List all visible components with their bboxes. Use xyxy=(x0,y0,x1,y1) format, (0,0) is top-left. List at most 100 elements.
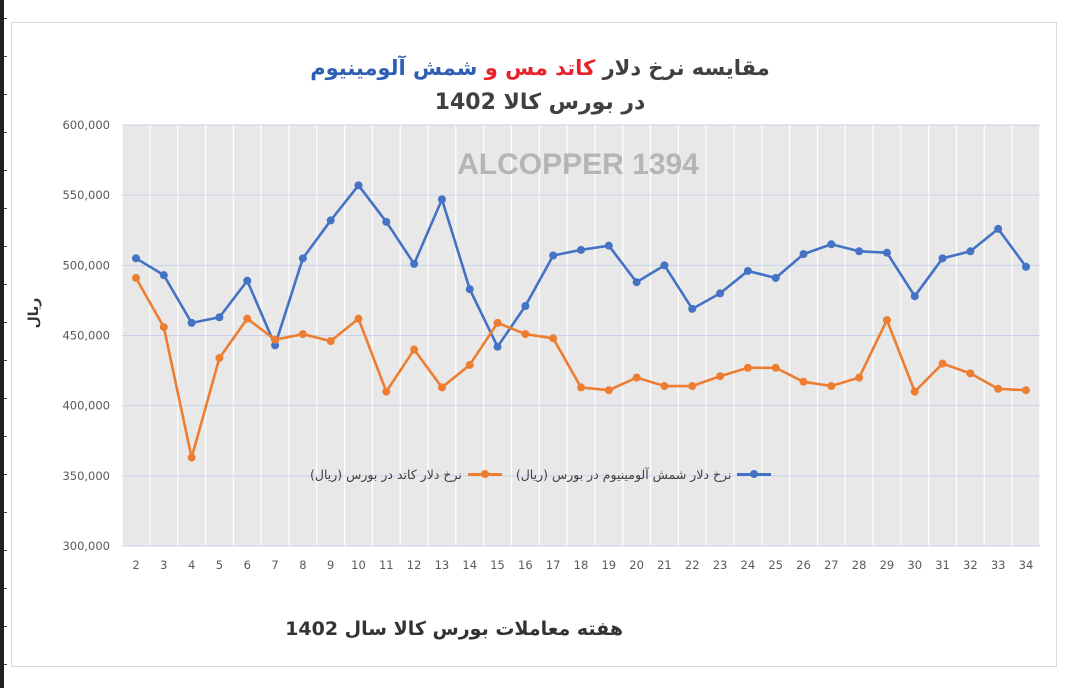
copper-point xyxy=(577,383,585,392)
copper-point xyxy=(493,318,502,327)
x-tick-label: 31 xyxy=(935,558,950,572)
aluminum-point xyxy=(994,224,1003,233)
aluminum-point xyxy=(549,251,558,260)
copper-point xyxy=(855,373,864,382)
y-axis-ticks: 300,000 350,000 400,000 450,000 500,000 550,0… xyxy=(62,118,110,553)
copper-point xyxy=(159,323,168,332)
legend-swatch-aluminum xyxy=(737,469,772,479)
copper-point xyxy=(743,363,752,372)
x-axis-title: هفته معاملات بورس کالا سال 1402 xyxy=(285,618,623,640)
copper-point xyxy=(298,330,307,339)
copper-point xyxy=(771,363,780,372)
copper-point xyxy=(326,337,335,346)
copper-point xyxy=(882,316,891,325)
x-tick-label: 33 xyxy=(991,558,1006,572)
x-tick-label: 17 xyxy=(546,558,561,572)
legend-label-aluminum: نرخ دلار شمش آلومینیوم در بورس (ریال) xyxy=(515,466,732,482)
copper-point xyxy=(604,386,613,395)
copper-point xyxy=(132,273,140,282)
aluminum-point xyxy=(716,289,725,298)
copper-point xyxy=(410,345,419,354)
aluminum-point xyxy=(855,247,864,256)
aluminum-point xyxy=(132,254,140,263)
copper-point xyxy=(827,382,836,391)
x-tick-label: 16 xyxy=(518,558,533,572)
legend-entry-copper: نرخ دلار کاتد در بورس (ریال) xyxy=(310,467,502,482)
x-tick-label: 5 xyxy=(216,558,223,572)
x-tick-label: 29 xyxy=(880,558,895,572)
x-tick-label: 8 xyxy=(299,558,306,572)
title-prefix: مقایسه نرخ دلار xyxy=(602,56,770,80)
aluminum-point xyxy=(604,241,613,250)
title-copper: کاتد مس xyxy=(505,56,596,80)
aluminum-point xyxy=(410,259,419,268)
x-tick-label: 12 xyxy=(407,558,422,572)
copper-point xyxy=(716,372,725,381)
chart-title-line1: مقایسه نرخ دلار کاتد مس و شمش آلومینیوم xyxy=(0,56,1080,80)
x-tick-label: 20 xyxy=(629,558,644,572)
aluminum-point xyxy=(187,318,196,327)
aluminum-point xyxy=(577,245,585,254)
aluminum-point xyxy=(632,278,641,287)
copper-point xyxy=(354,314,363,323)
y-tick-label: 600,000 xyxy=(62,118,110,132)
copper-point xyxy=(994,384,1003,393)
aluminum-point xyxy=(743,266,752,275)
aluminum-point xyxy=(437,195,446,204)
copper-point xyxy=(243,314,252,323)
copper-point xyxy=(215,353,224,362)
legend-swatch-copper xyxy=(467,469,502,479)
aluminum-point xyxy=(882,248,891,257)
aluminum-point xyxy=(1022,262,1030,271)
x-tick-label: 15 xyxy=(490,558,505,572)
copper-point xyxy=(910,387,919,396)
x-tick-label: 4 xyxy=(188,558,195,572)
aluminum-point xyxy=(771,273,780,282)
x-tick-label: 19 xyxy=(601,558,616,572)
aluminum-point xyxy=(382,217,391,226)
x-tick-label: 2 xyxy=(132,558,139,572)
left-edge-rule xyxy=(0,0,4,688)
x-tick-label: 34 xyxy=(1019,558,1034,572)
aluminum-point xyxy=(910,292,919,301)
x-tick-label: 21 xyxy=(657,558,672,572)
x-tick-label: 6 xyxy=(244,558,251,572)
x-tick-label: 11 xyxy=(379,558,394,572)
y-tick-label: 550,000 xyxy=(62,188,110,202)
copper-point xyxy=(660,382,669,391)
watermark: ALCOPPER 1394 xyxy=(457,148,699,181)
title-aluminum: شمش آلومینیوم xyxy=(310,56,478,80)
aluminum-point xyxy=(215,313,224,322)
legend-entry-aluminum: نرخ دلار شمش آلومینیوم در بورس (ریال) xyxy=(516,467,772,482)
y-tick-label: 350,000 xyxy=(62,469,110,483)
legend: نرخ دلار شمش آلومینیوم در بورس (ریال) نر… xyxy=(310,462,840,486)
x-tick-label: 26 xyxy=(796,558,811,572)
x-tick-label: 25 xyxy=(768,558,783,572)
aluminum-point xyxy=(827,240,836,249)
copper-point xyxy=(187,453,196,462)
x-axis-ticks: 2 3 4 5 6 7 8 9 10 11 12 13 14 15 16 17 18 19 20 21 22 23 24 25… xyxy=(132,558,1033,572)
copper-point xyxy=(966,369,975,378)
x-tick-label: 10 xyxy=(351,558,366,572)
copper-point xyxy=(382,387,391,396)
aluminum-point xyxy=(493,342,502,351)
x-tick-label: 13 xyxy=(435,558,450,572)
x-tick-label: 32 xyxy=(963,558,978,572)
copper-point xyxy=(632,373,641,382)
aluminum-point xyxy=(660,261,669,270)
aluminum-point xyxy=(465,285,474,294)
title-and: و xyxy=(484,56,498,80)
y-axis-title: ریال xyxy=(26,297,42,329)
chart-title-line2: در بورس کالا 1402 xyxy=(434,90,646,115)
x-tick-label: 28 xyxy=(852,558,867,572)
x-tick-label: 7 xyxy=(271,558,278,572)
series-layer xyxy=(132,181,1030,462)
aluminum-point xyxy=(298,254,307,263)
aluminum-point xyxy=(799,250,808,259)
aluminum-point xyxy=(159,271,168,280)
x-tick-label: 24 xyxy=(741,558,756,572)
x-tick-label: 27 xyxy=(824,558,839,572)
aluminum-point xyxy=(354,181,363,190)
aluminum-point xyxy=(271,341,280,350)
